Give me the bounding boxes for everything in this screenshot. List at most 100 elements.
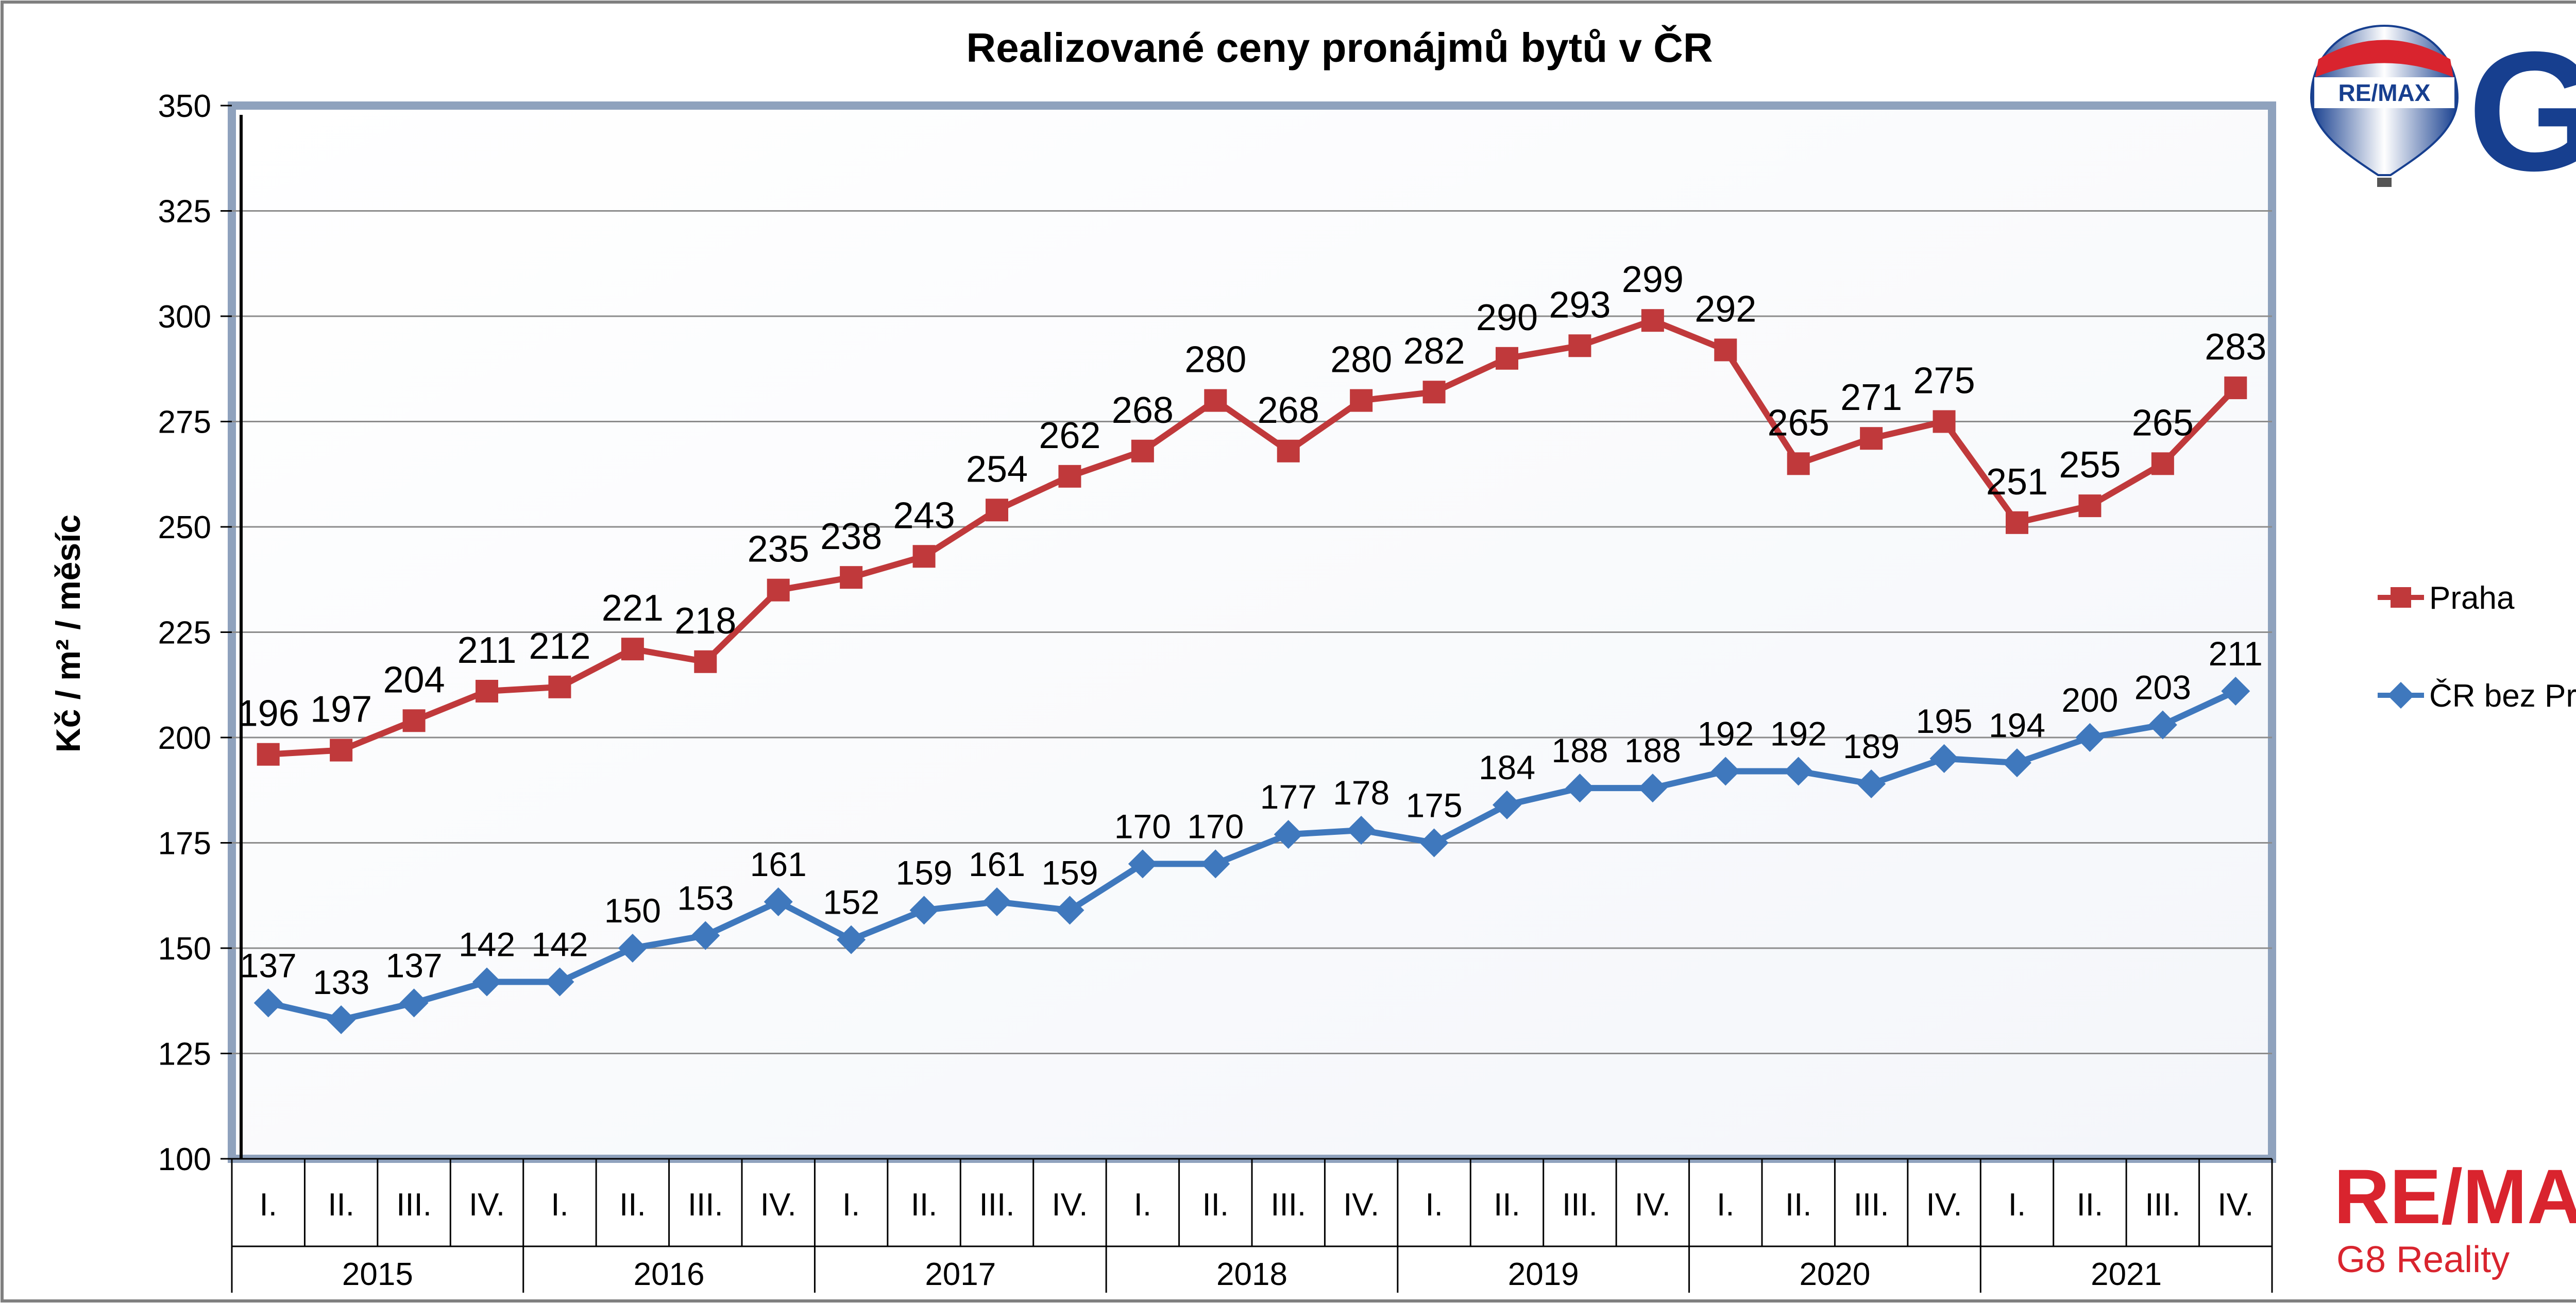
data-label-praha: 262	[1039, 415, 1100, 456]
x-tick-label: I.	[259, 1187, 277, 1223]
legend-marker-cr-bez-prahy	[2387, 682, 2414, 709]
data-label-cr-bez-prahy: 194	[1989, 706, 2045, 744]
data-label-praha: 254	[966, 449, 1028, 490]
x-tick-label: I.	[1134, 1187, 1151, 1223]
brand-wordmark: RE/MAX	[2334, 1153, 2576, 1240]
x-tick-label: I.	[2008, 1187, 2026, 1223]
data-point-praha	[402, 709, 426, 732]
data-label-praha: 211	[457, 630, 517, 671]
data-label-praha: 238	[820, 516, 882, 557]
data-label-cr-bez-prahy: 203	[2134, 668, 2191, 706]
data-point-praha	[1568, 334, 1591, 357]
x-tick-label: III.	[2145, 1187, 2180, 1223]
data-point-cr-bez-prahy	[1638, 774, 1667, 803]
data-point-cr-bez-prahy	[327, 1005, 356, 1035]
data-point-praha	[986, 499, 1008, 522]
x-tick-label: IV.	[1052, 1187, 1088, 1223]
data-label-cr-bez-prahy: 211	[2209, 635, 2263, 673]
balloon-white-band	[2314, 77, 2454, 108]
data-point-cr-bez-prahy	[909, 896, 939, 925]
data-label-praha: 292	[1694, 288, 1756, 330]
data-label-praha: 243	[893, 495, 955, 536]
x-tick-label: II.	[328, 1187, 354, 1223]
g8-logo: G8	[2468, 16, 2576, 206]
y-tick-label: 175	[158, 826, 211, 862]
data-label-cr-bez-prahy: 175	[1406, 786, 1463, 825]
x-tick-label: IV.	[1635, 1187, 1671, 1223]
x-year-label: 2017	[925, 1257, 996, 1292]
data-label-praha: 212	[529, 626, 590, 667]
brand-subtitle: G8 Reality	[2336, 1239, 2510, 1280]
x-tick-label: IV.	[1926, 1187, 1962, 1223]
data-label-praha: 299	[1622, 259, 1684, 300]
data-label-praha: 290	[1476, 297, 1538, 338]
data-point-praha	[1860, 427, 1883, 450]
data-label-cr-bez-prahy: 188	[1624, 731, 1681, 769]
data-point-praha	[548, 675, 571, 698]
data-point-praha	[1422, 381, 1446, 404]
data-point-praha	[694, 650, 717, 673]
x-tick-label: III.	[1270, 1187, 1306, 1223]
data-point-praha	[2151, 452, 2174, 475]
data-label-cr-bez-prahy: 178	[1333, 774, 1389, 812]
x-tick-label: III.	[1562, 1187, 1598, 1223]
x-tick-label: III.	[1854, 1187, 1889, 1223]
data-point-cr-bez-prahy	[1929, 744, 1959, 773]
data-label-cr-bez-prahy: 189	[1843, 727, 1900, 765]
data-label-praha: 275	[1913, 361, 1975, 402]
x-tick-label: I.	[1425, 1187, 1443, 1223]
data-point-praha	[767, 578, 790, 602]
data-label-cr-bez-prahy: 188	[1551, 731, 1608, 769]
y-tick-label: 250	[158, 510, 211, 545]
data-point-cr-bez-prahy	[2148, 710, 2177, 740]
data-label-praha: 204	[383, 659, 445, 700]
data-label-cr-bez-prahy: 142	[531, 925, 588, 963]
data-point-praha	[1787, 452, 1810, 475]
x-tick-label: II.	[1785, 1187, 1812, 1223]
data-label-cr-bez-prahy: 200	[2061, 681, 2118, 719]
x-tick-label: II.	[2077, 1187, 2104, 1223]
series-line-praha	[268, 317, 2238, 758]
x-tick-label: II.	[911, 1187, 938, 1223]
x-tick-label: II.	[619, 1187, 646, 1223]
data-label-cr-bez-prahy: 150	[604, 891, 661, 930]
y-tick-label: 225	[158, 615, 211, 651]
balloon-basket	[2377, 178, 2392, 187]
x-axis: I. II. III. IV. I. II. III. IV. I. II. III. IV. I. II…	[231, 1158, 2273, 1293]
y-tick-label: 300	[158, 299, 211, 335]
data-point-cr-bez-prahy	[1055, 896, 1084, 925]
legend-item-cr-bez-prahy: ČR bez Prahy	[2378, 678, 2576, 714]
data-label-praha: 221	[602, 588, 664, 629]
data-point-cr-bez-prahy	[1493, 790, 1521, 819]
data-point-praha	[912, 545, 936, 568]
data-point-praha	[1641, 309, 1664, 332]
data-label-cr-bez-prahy: 170	[1187, 807, 1244, 845]
data-point-cr-bez-prahy	[2003, 748, 2031, 778]
data-label-praha: 268	[1258, 390, 1319, 431]
data-label-cr-bez-prahy: 161	[969, 845, 1025, 883]
data-point-praha	[1496, 347, 1518, 370]
y-tick-label: 100	[158, 1142, 211, 1177]
data-label-praha: 280	[1330, 339, 1392, 381]
gridlines	[221, 105, 2272, 1160]
data-point-cr-bez-prahy	[691, 921, 720, 950]
data-label-cr-bez-prahy: 153	[677, 879, 734, 917]
data-point-praha	[2006, 511, 2028, 534]
data-point-cr-bez-prahy	[982, 887, 1011, 917]
data-label-praha: 268	[1112, 390, 1174, 431]
data-point-praha	[840, 566, 863, 589]
data-label-praha: 280	[1184, 339, 1246, 381]
data-point-cr-bez-prahy	[1711, 757, 1740, 786]
data-point-praha	[621, 638, 644, 661]
series-layer	[253, 309, 2250, 1035]
data-label-cr-bez-prahy: 192	[1697, 714, 1754, 752]
data-label-praha: 197	[310, 689, 372, 730]
y-tick-label: 150	[158, 931, 211, 967]
data-point-praha	[1933, 410, 1956, 433]
y-tick-label: 200	[158, 721, 211, 756]
x-year-label: 2015	[342, 1257, 413, 1292]
y-tick-label: 125	[158, 1037, 211, 1072]
legend-label-praha: Praha	[2429, 580, 2515, 616]
